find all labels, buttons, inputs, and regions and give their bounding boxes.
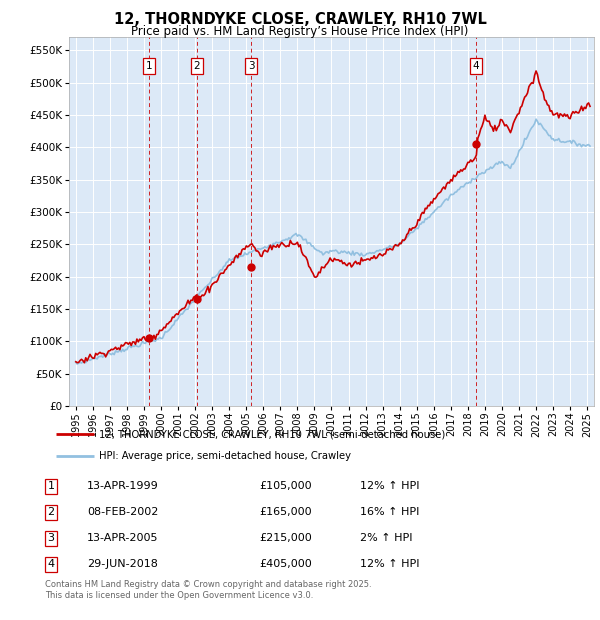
Text: 12, THORNDYKE CLOSE, CRAWLEY, RH10 7WL: 12, THORNDYKE CLOSE, CRAWLEY, RH10 7WL [113,12,487,27]
Text: 1: 1 [145,61,152,71]
Text: 3: 3 [248,61,254,71]
Point [472,139,481,149]
Text: 2% ↑ HPI: 2% ↑ HPI [360,533,413,543]
Text: 12% ↑ HPI: 12% ↑ HPI [360,559,419,569]
Text: Contains HM Land Registry data © Crown copyright and database right 2025.
This d: Contains HM Land Registry data © Crown c… [45,580,371,600]
Text: 29-JUN-2018: 29-JUN-2018 [87,559,158,569]
Point [144,333,154,343]
Text: 08-FEB-2002: 08-FEB-2002 [87,507,158,517]
Text: 2: 2 [194,61,200,71]
Text: 12% ↑ HPI: 12% ↑ HPI [360,481,419,491]
Text: HPI: Average price, semi-detached house, Crawley: HPI: Average price, semi-detached house,… [99,451,351,461]
Text: £215,000: £215,000 [259,533,312,543]
Text: 2: 2 [47,507,55,517]
Text: 3: 3 [47,533,55,543]
Text: 4: 4 [47,559,55,569]
Text: 12, THORNDYKE CLOSE, CRAWLEY, RH10 7WL (semi-detached house): 12, THORNDYKE CLOSE, CRAWLEY, RH10 7WL (… [99,429,445,439]
Point [246,262,256,272]
Text: £405,000: £405,000 [259,559,312,569]
Point [192,294,202,304]
Text: 4: 4 [473,61,479,71]
Text: 16% ↑ HPI: 16% ↑ HPI [360,507,419,517]
Text: 13-APR-2005: 13-APR-2005 [87,533,158,543]
Text: 1: 1 [47,481,55,491]
Text: 13-APR-1999: 13-APR-1999 [87,481,159,491]
Text: £165,000: £165,000 [259,507,312,517]
Text: Price paid vs. HM Land Registry’s House Price Index (HPI): Price paid vs. HM Land Registry’s House … [131,25,469,38]
Text: £105,000: £105,000 [259,481,312,491]
